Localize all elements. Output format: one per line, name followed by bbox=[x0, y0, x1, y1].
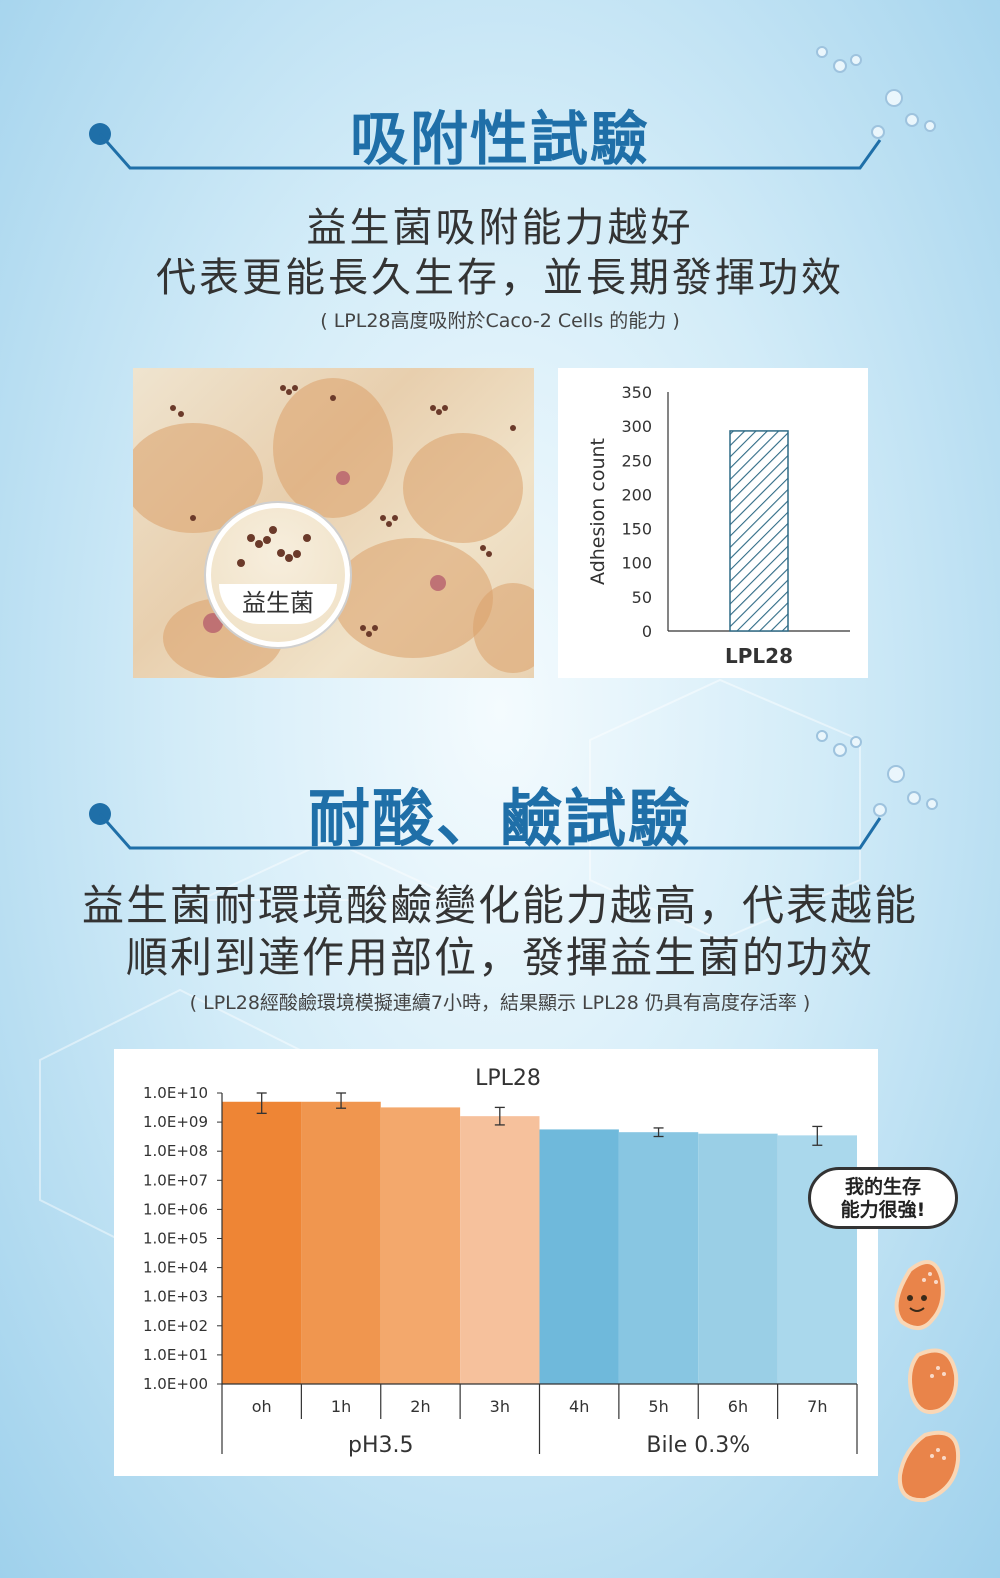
y-tick-label: 1.0E+09 bbox=[143, 1113, 208, 1131]
y-tick-label: 300 bbox=[621, 417, 652, 436]
bubble-line-2: 能力很強! bbox=[840, 1199, 926, 1221]
section2-frame-line bbox=[89, 803, 882, 850]
y-tick-label: 150 bbox=[621, 520, 652, 539]
y-tick-label: 1.0E+04 bbox=[143, 1259, 208, 1277]
y-tick-label: 250 bbox=[621, 451, 652, 470]
x-tick-label: oh bbox=[252, 1397, 272, 1416]
x-tick-label: 7h bbox=[807, 1397, 827, 1416]
y-tick-label: 1.0E+03 bbox=[143, 1288, 208, 1306]
bar-5h bbox=[618, 1132, 699, 1384]
y-tick-label: 50 bbox=[632, 588, 652, 607]
section1-headline-1: 益生菌吸附能力越好 bbox=[306, 205, 694, 251]
y-tick-label: 200 bbox=[621, 485, 652, 504]
x-tick-label: 1h bbox=[331, 1397, 351, 1416]
section1-frame-line bbox=[89, 123, 882, 170]
y-tick-label: 1.0E+05 bbox=[143, 1230, 208, 1248]
bar-3h bbox=[460, 1116, 540, 1384]
bar-6h bbox=[698, 1133, 778, 1384]
y-tick-label: 1.0E+07 bbox=[143, 1171, 208, 1189]
adhesion-chart: 0 50 100 150 200 250 300 350 Adhesion count LPL28 bbox=[558, 368, 868, 678]
section1-note: ( LPL28高度吸附於Caco-2 Cells 的能力 ) bbox=[320, 310, 680, 332]
section2-note: ( LPL28經酸鹼環境模擬連續7小時，結果顯示 LPL28 仍具有高度存活率 … bbox=[189, 992, 811, 1014]
molecule-icon bbox=[816, 46, 938, 817]
bubble-line-1: 我的生存 bbox=[844, 1176, 921, 1198]
x-tick-label: 3h bbox=[490, 1397, 510, 1416]
y-tick-label: 100 bbox=[621, 554, 652, 573]
section1-title: 吸附性試驗 bbox=[349, 105, 650, 173]
y-tick-label: 1.0E+06 bbox=[143, 1200, 208, 1218]
section1-headline-2: 代表更能長久生存，並長期發揮功效 bbox=[156, 255, 844, 301]
y-tick-label: 1.0E+01 bbox=[143, 1346, 208, 1364]
group-label: pH3.5 bbox=[348, 1433, 414, 1458]
bar-2h bbox=[380, 1107, 461, 1384]
y-tick-label: 1.0E+00 bbox=[143, 1375, 208, 1393]
x-tick-label: 2h bbox=[410, 1397, 430, 1416]
microscope-photo bbox=[133, 368, 534, 678]
x-tick-label: 6h bbox=[728, 1397, 748, 1416]
x-tick-label: 4h bbox=[569, 1397, 589, 1416]
bar-oh bbox=[222, 1101, 302, 1384]
section2-headline-1: 益生菌耐環境酸鹼變化能力越高，代表越能 bbox=[81, 881, 918, 930]
y-tick-label: 1.0E+08 bbox=[143, 1142, 208, 1160]
magnifier-circle bbox=[206, 503, 350, 647]
bar-1h bbox=[301, 1101, 381, 1384]
chart-title: LPL28 bbox=[475, 1066, 541, 1091]
survival-chart: LPL28 oh 1h 2h 3h 4h 5h 6h 7h 1.0E+00 1.0E+01 1.0E+… bbox=[114, 1049, 878, 1476]
y-tick-label: 350 bbox=[621, 383, 652, 402]
x-tick-label: 5h bbox=[648, 1397, 668, 1416]
bar-4h bbox=[539, 1129, 619, 1384]
survival-chart-svg: LPL28 oh 1h 2h 3h 4h 5h 6h 7h 1.0E+00 1.0E+01 1.0E+… bbox=[143, 1066, 858, 1458]
probiotic-mascot bbox=[894, 1260, 961, 1503]
y-tick-label: 0 bbox=[642, 622, 652, 641]
y-tick-label: 1.0E+10 bbox=[143, 1084, 208, 1102]
y-axis-label: Adhesion count bbox=[587, 438, 609, 585]
y-tick-label: 1.0E+02 bbox=[143, 1317, 208, 1335]
bar-lpl28 bbox=[729, 430, 789, 632]
adhesion-chart-svg: 0 50 100 150 200 250 300 350 Adhesion count LPL28 bbox=[587, 383, 850, 668]
speech-bubble: 我的生存 能力很強! bbox=[808, 1167, 958, 1229]
cell-illustration bbox=[133, 378, 534, 678]
group-label: Bile 0.3% bbox=[646, 1433, 750, 1458]
section2-title: 耐酸、鹼試驗 bbox=[307, 782, 692, 855]
magnified-bacteria bbox=[237, 526, 311, 567]
probiotic-label: 益生菌 bbox=[219, 584, 337, 624]
x-tick-label: LPL28 bbox=[725, 644, 793, 668]
section2-headline-2: 順利到達作用部位，發揮益生菌的功效 bbox=[125, 933, 874, 982]
